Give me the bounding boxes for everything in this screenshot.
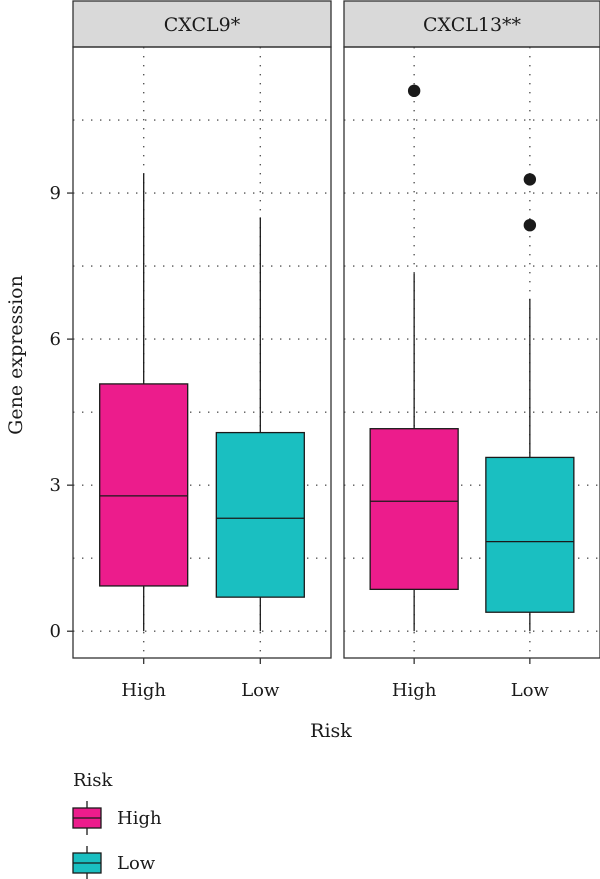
y-tick-label: 3 <box>50 475 61 496</box>
x-tick-label: Low <box>241 680 280 701</box>
panels-layer: CXCL9* High Low CXCL13** High Low <box>72 0 600 701</box>
y-axis: 0 3 6 9 <box>50 183 73 642</box>
panel-2: CXCL13** High Low <box>343 0 600 701</box>
legend-label: High <box>117 808 162 829</box>
box-low <box>215 217 305 632</box>
y-tick-label: 6 <box>50 329 61 350</box>
x-tick-label: High <box>392 680 437 701</box>
x-tick-label: Low <box>511 680 550 701</box>
outlier-point <box>523 218 537 232</box>
strip-background <box>72 0 332 48</box>
box-low <box>485 173 575 632</box>
panel-1: CXCL9* High Low <box>72 0 332 701</box>
box-high <box>369 84 459 632</box>
box-iqr <box>485 456 575 613</box>
strip-title: CXCL9* <box>164 14 241 36</box>
legend-item-high: High <box>72 801 162 835</box>
box-high <box>99 173 189 632</box>
panel-border <box>343 46 600 659</box>
outlier-point <box>407 84 421 98</box>
box-iqr <box>369 428 459 591</box>
x-tick-label: High <box>121 680 166 701</box>
y-axis-title: Gene expression <box>5 275 27 435</box>
panel-border <box>72 46 332 659</box>
legend: Risk High Low <box>72 770 162 879</box>
strip-title: CXCL13** <box>423 14 522 36</box>
legend-title: Risk <box>73 770 114 791</box>
outlier-point <box>523 173 537 186</box>
box-iqr <box>215 431 305 598</box>
y-tick-label: 0 <box>50 621 61 642</box>
legend-item-low: Low <box>72 846 156 879</box>
x-axis-title: Risk <box>310 720 352 742</box>
box-iqr <box>99 383 189 587</box>
y-tick-label: 9 <box>50 183 61 204</box>
legend-label: Low <box>117 853 156 874</box>
